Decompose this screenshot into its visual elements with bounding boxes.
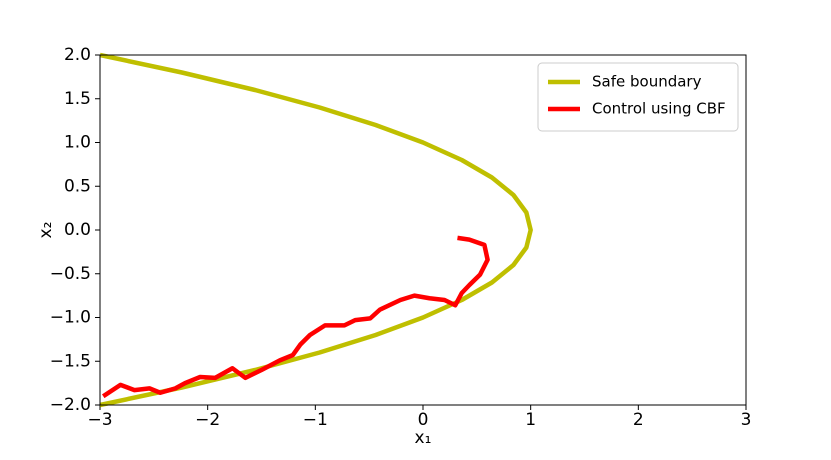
x-tick-label: −2 xyxy=(195,410,220,430)
series-line xyxy=(101,235,490,399)
x-tick-label: 1 xyxy=(525,410,536,430)
legend-box xyxy=(537,62,739,132)
y-tick-label: 2.0 xyxy=(64,45,91,65)
x-tick-label: −1 xyxy=(303,410,328,430)
y-tick-label: −0.5 xyxy=(50,264,91,284)
y-axis-label: x₂ xyxy=(36,222,56,239)
legend-label: Safe boundary xyxy=(592,73,702,91)
x-tick-label: 3 xyxy=(741,410,752,430)
x-tick-label: 0 xyxy=(418,410,429,430)
legend-label: Control using CBF xyxy=(592,100,726,118)
y-tick-label: 0.0 xyxy=(64,220,91,240)
y-tick-label: −2.0 xyxy=(50,395,91,415)
y-tick-label: 1.5 xyxy=(64,89,91,109)
y-tick-label: −1.5 xyxy=(50,351,91,371)
y-tick-label: 0.5 xyxy=(64,176,91,196)
x-tick-label: 2 xyxy=(633,410,644,430)
series-line xyxy=(99,52,533,408)
x-axis-label: x₁ xyxy=(415,428,432,448)
y-tick-label: 1.0 xyxy=(64,133,91,153)
y-tick-label: −1.0 xyxy=(50,308,91,328)
x-tick-label: −3 xyxy=(87,410,112,430)
plot-frame xyxy=(99,54,747,406)
